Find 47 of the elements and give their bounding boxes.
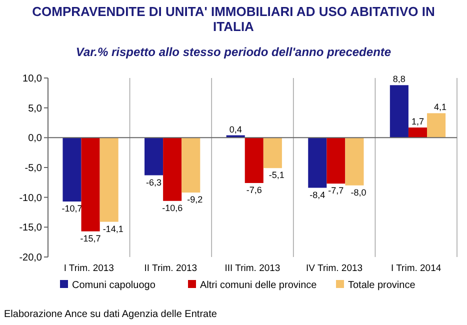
x-tick-label: IV Trim. 2013 [306,263,363,274]
data-label: -14,1 [102,224,124,234]
data-label: 4,1 [434,102,447,112]
bar [81,138,100,232]
chart-subtitle: Var.% rispetto allo stesso periodo dell'anno precedente [76,45,392,59]
data-label: 1,7 [411,116,424,127]
data-label: -15,7 [80,233,101,244]
data-label: -8,4 [310,190,326,200]
data-label: 0,4 [229,124,242,134]
bar [308,138,327,188]
bar [163,138,182,201]
bar [100,138,118,222]
chart-title: COMPRAVENDITE DI UNITA' IMMOBILIARI AD USO ABITATIVO IN ITALIA [31,4,436,34]
x-tick-label: I Trim. 2014 [391,263,442,274]
y-tick-label: 10,0 [22,74,42,84]
bar [326,138,346,184]
bar [62,138,82,202]
data-label: -5,1 [268,170,284,180]
bar [263,138,282,168]
x-tick-label: I Trim. 2013 [64,263,114,274]
data-label: -10,6 [162,202,183,213]
bar [244,138,264,184]
text: Elaborazione Ance su dati Agenzia delle Entrate [4,309,218,320]
x-tick-label: II Trim. 2013 [144,263,198,274]
y-tick-label: -20,0 [19,252,42,264]
legend-label: Totale province [348,280,416,291]
data-label: 8,8 [392,74,406,84]
x-tick-label: III Trim. 2013 [224,263,280,274]
bar [390,85,408,138]
legend-label: Altri comuni delle province [200,280,318,291]
y-tick-label: 0,0 [28,133,42,144]
bar [144,138,164,176]
bar [408,128,428,138]
data-label: -9,2 [187,194,203,205]
bar [345,138,364,186]
y-tick-label: -15,0 [19,222,42,234]
y-tick-label: -5,0 [24,163,42,174]
bar [182,138,200,193]
data-label: -6,3 [146,177,162,188]
data-label: -7,7 [328,186,344,196]
data-label: -7,6 [246,185,262,196]
y-tick-label: 5,0 [28,103,42,114]
data-label: -10,7 [62,204,82,214]
data-label: -8,0 [350,187,366,198]
bar [427,113,446,138]
legend-label: Comuni capoluogo [72,280,156,291]
y-tick-label: -10,0 [19,192,42,204]
